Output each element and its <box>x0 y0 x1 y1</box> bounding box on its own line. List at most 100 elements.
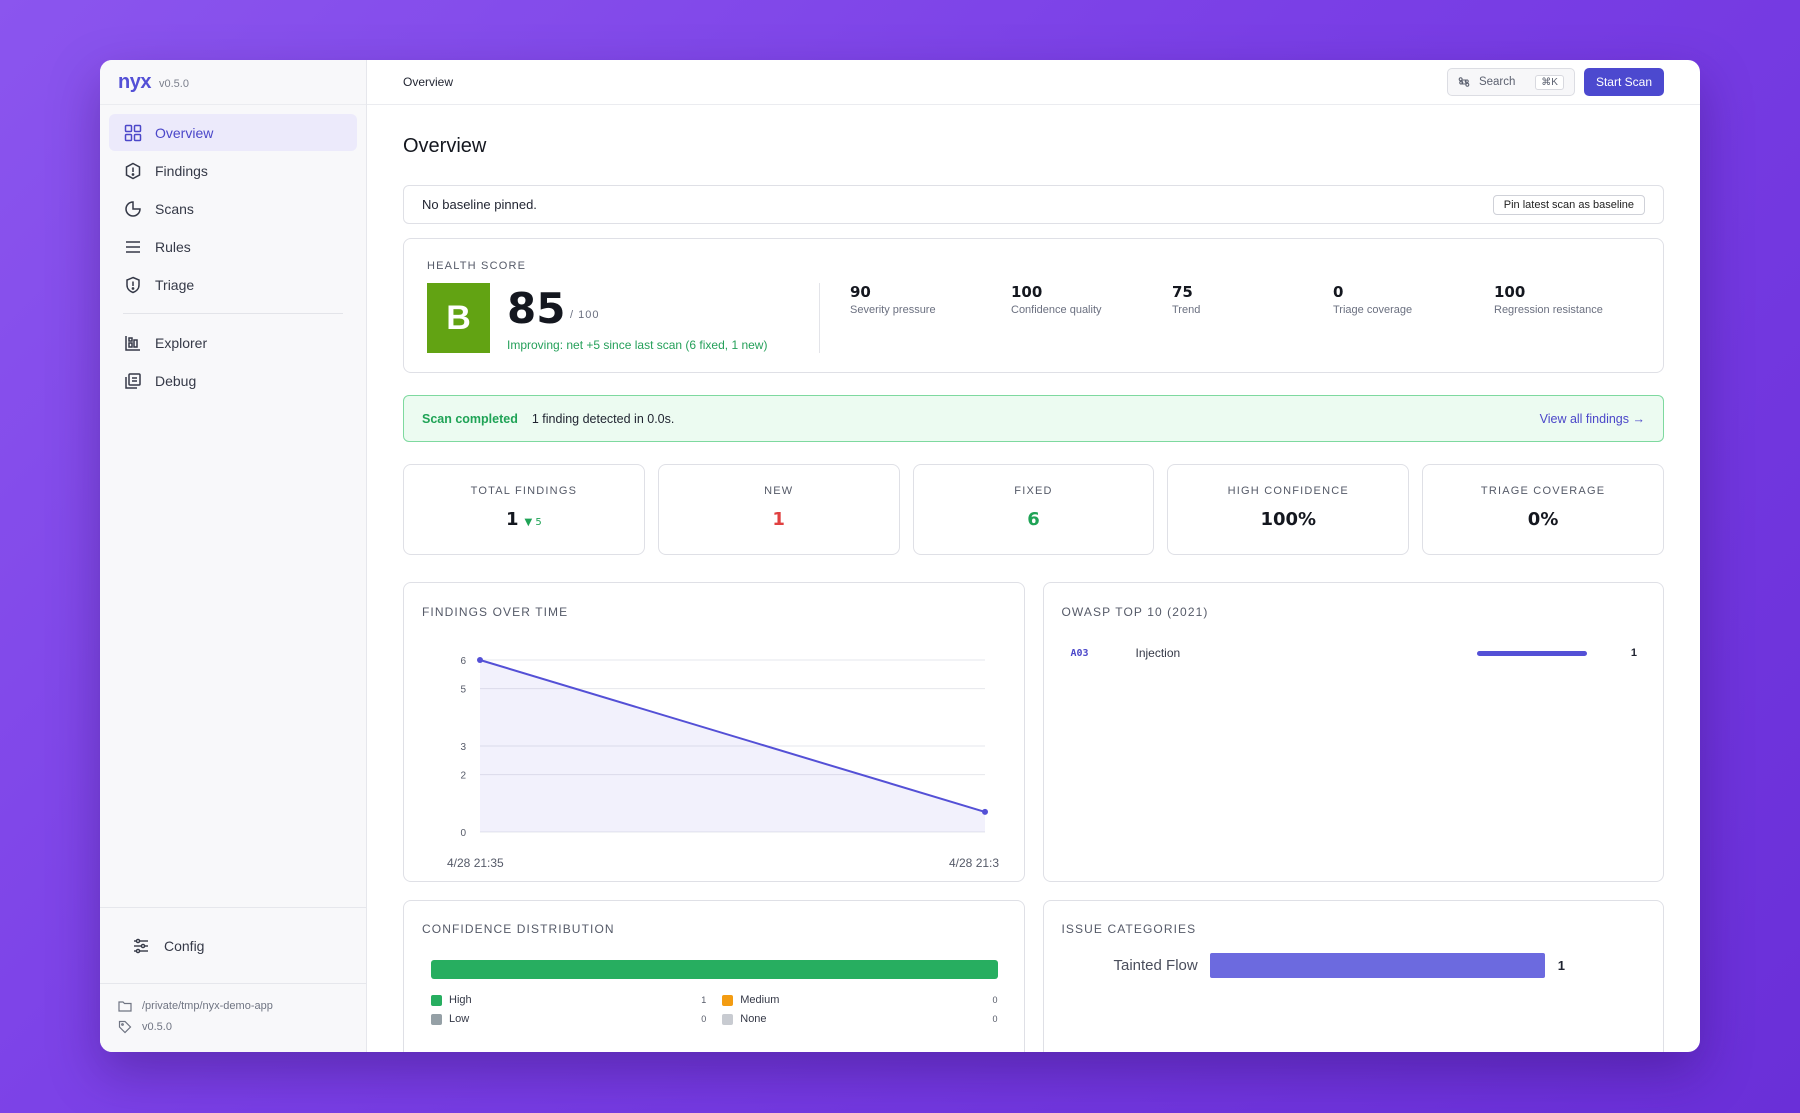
sliders-icon <box>132 937 150 955</box>
data-point <box>477 657 483 663</box>
series-area <box>480 660 985 832</box>
legend-high: High 1 <box>431 994 706 1006</box>
tag-icon <box>118 1020 132 1034</box>
health-score-max: / 100 <box>570 309 600 321</box>
sidebar-item-overview[interactable]: Overview <box>109 114 357 151</box>
sidebar-footer: /private/tmp/nyx-demo-app v0.5.0 <box>118 995 273 1037</box>
sidebar-item-explorer[interactable]: Explorer <box>109 324 357 361</box>
sidebar-item-findings[interactable]: Findings <box>109 152 357 189</box>
x-tick-label: 4/28 21:3 <box>949 856 999 870</box>
pie-icon <box>123 199 143 219</box>
config-button[interactable]: Config <box>100 907 366 984</box>
y-tick-label: 5 <box>460 685 466 696</box>
findings-over-time-panel: FINDINGS OVER TIME 0 2 3 5 6 4/28 21:35 4/28 2… <box>403 582 1025 882</box>
sidebar-item-label: Overview <box>155 124 214 141</box>
metric-label: Confidence quality <box>1011 304 1102 316</box>
stat-high-confidence[interactable]: HIGH CONFIDENCE 100% <box>1167 464 1410 555</box>
project-path-text: /private/tmp/nyx-demo-app <box>142 999 273 1012</box>
stat-new[interactable]: NEW 1 <box>657 464 900 555</box>
grade-badge: B <box>427 283 490 353</box>
owasp-panel: OWASP TOP 10 (2021) A03 Injection 1 <box>1042 582 1664 882</box>
stat-triage-coverage[interactable]: TRIAGE COVERAGE 0% <box>1422 464 1664 555</box>
stat-value: 1 <box>772 509 785 530</box>
metric-value: 0 <box>1333 283 1344 301</box>
metric-label: Triage coverage <box>1333 304 1413 316</box>
health-metrics: 90 Severity pressure 100 Confidence qual… <box>850 283 1655 316</box>
category-bar <box>1209 953 1545 978</box>
owasp-count: 1 <box>1630 647 1637 659</box>
search-button[interactable]: Search ⌘K <box>1446 68 1575 96</box>
sidebar-item-scans[interactable]: Scans <box>109 190 357 227</box>
legend-count: 0 <box>992 995 998 1005</box>
metric-value: 100 <box>1011 283 1043 301</box>
legend-count: 0 <box>992 1014 998 1024</box>
stat-label: FIXED <box>1014 485 1053 497</box>
sidebar: nyx v0.5.0 Overview Findings Scans <box>100 60 367 1052</box>
stat-delta: ▼ 5 <box>524 517 542 528</box>
stat-fixed[interactable]: FIXED 6 <box>912 464 1155 555</box>
search-shortcut: ⌘K <box>1535 74 1564 90</box>
legend-count: 1 <box>701 995 707 1005</box>
legend-low: Low 0 <box>431 1013 706 1025</box>
baseline-bar: No baseline pinned. Pin latest scan as b… <box>403 185 1664 224</box>
metric-confidence: 100 Confidence quality <box>1011 283 1172 316</box>
app-window: nyx v0.5.0 Overview Findings Scans <box>100 60 1700 1052</box>
legend-label: Low <box>449 1013 470 1025</box>
legend-label: High <box>449 994 472 1006</box>
y-tick-label: 0 <box>460 828 466 839</box>
sidebar-item-label: Explorer <box>155 334 208 351</box>
y-tick-label: 6 <box>460 656 466 667</box>
sidebar-item-triage[interactable]: Triage <box>109 266 357 303</box>
sidebar-item-debug[interactable]: Debug <box>109 362 357 399</box>
category-name: Tainted Flow <box>1113 957 1198 974</box>
list-icon <box>123 237 143 257</box>
confidence-bar <box>431 960 998 979</box>
stat-total-findings[interactable]: TOTAL FINDINGS 1 ▼ 5 <box>403 464 645 555</box>
stat-number: 1 <box>506 509 519 530</box>
sidebar-item-label: Scans <box>155 200 194 217</box>
panel-title: FINDINGS OVER TIME <box>422 605 569 619</box>
pin-baseline-button[interactable]: Pin latest scan as baseline <box>1492 194 1645 215</box>
legend-medium: Medium 0 <box>722 994 998 1006</box>
legend-swatch <box>722 994 734 1006</box>
health-divider <box>819 283 820 353</box>
metric-value: 100 <box>1494 283 1526 301</box>
breadcrumb: Overview <box>403 75 454 89</box>
view-all-findings-link[interactable]: View all findings → <box>1539 411 1645 426</box>
version-text: v0.5.0 <box>142 1020 172 1033</box>
metric-label: Regression resistance <box>1494 304 1603 316</box>
owasp-bar <box>1477 650 1587 656</box>
stat-label: HIGH CONFIDENCE <box>1227 485 1349 497</box>
legend-swatch <box>431 994 442 1006</box>
baseline-message: No baseline pinned. <box>422 197 537 212</box>
chart-icon <box>123 333 143 353</box>
owasp-name: Injection <box>1135 646 1181 660</box>
data-point <box>982 808 988 815</box>
health-score-value: 85 <box>507 284 566 333</box>
stat-cards: TOTAL FINDINGS 1 ▼ 5 NEW 1 FIXED 6 HIGH C… <box>403 464 1664 555</box>
y-tick-label: 2 <box>460 771 466 782</box>
issue-categories-panel: ISSUE CATEGORIES Tainted Flow 1 <box>1042 900 1664 1052</box>
sidebar-item-rules[interactable]: Rules <box>109 228 357 265</box>
metric-trend: 75 Trend <box>1172 283 1333 316</box>
metric-severity: 90 Severity pressure <box>850 283 1011 316</box>
metric-value: 90 <box>850 283 871 301</box>
legend-swatch <box>431 1013 442 1025</box>
owasp-row[interactable]: A03 Injection 1 <box>1071 646 1638 660</box>
y-tick-label: 3 <box>460 742 466 753</box>
start-scan-button[interactable]: Start Scan <box>1583 68 1664 96</box>
version-tag: v0.5.0 <box>118 1016 273 1037</box>
stat-value: 1 ▼ 5 <box>404 509 644 530</box>
panel-title: CONFIDENCE DISTRIBUTION <box>422 922 615 936</box>
app-logo[interactable]: nyx <box>118 70 151 93</box>
stat-value: 100% <box>1260 509 1317 530</box>
category-row[interactable]: Tainted Flow 1 <box>1114 953 1565 978</box>
sidebar-item-label: Debug <box>155 372 197 389</box>
app-version: v0.5.0 <box>158 77 189 90</box>
grid-icon <box>123 123 143 143</box>
health-score-label: HEALTH SCORE <box>427 260 527 272</box>
health-trend-text: Improving: net +5 since last scan (6 fix… <box>507 338 768 352</box>
project-path: /private/tmp/nyx-demo-app <box>118 995 273 1016</box>
x-tick-label: 4/28 21:35 <box>447 856 504 870</box>
scan-message: 1 finding detected in 0.0s. <box>531 411 675 426</box>
